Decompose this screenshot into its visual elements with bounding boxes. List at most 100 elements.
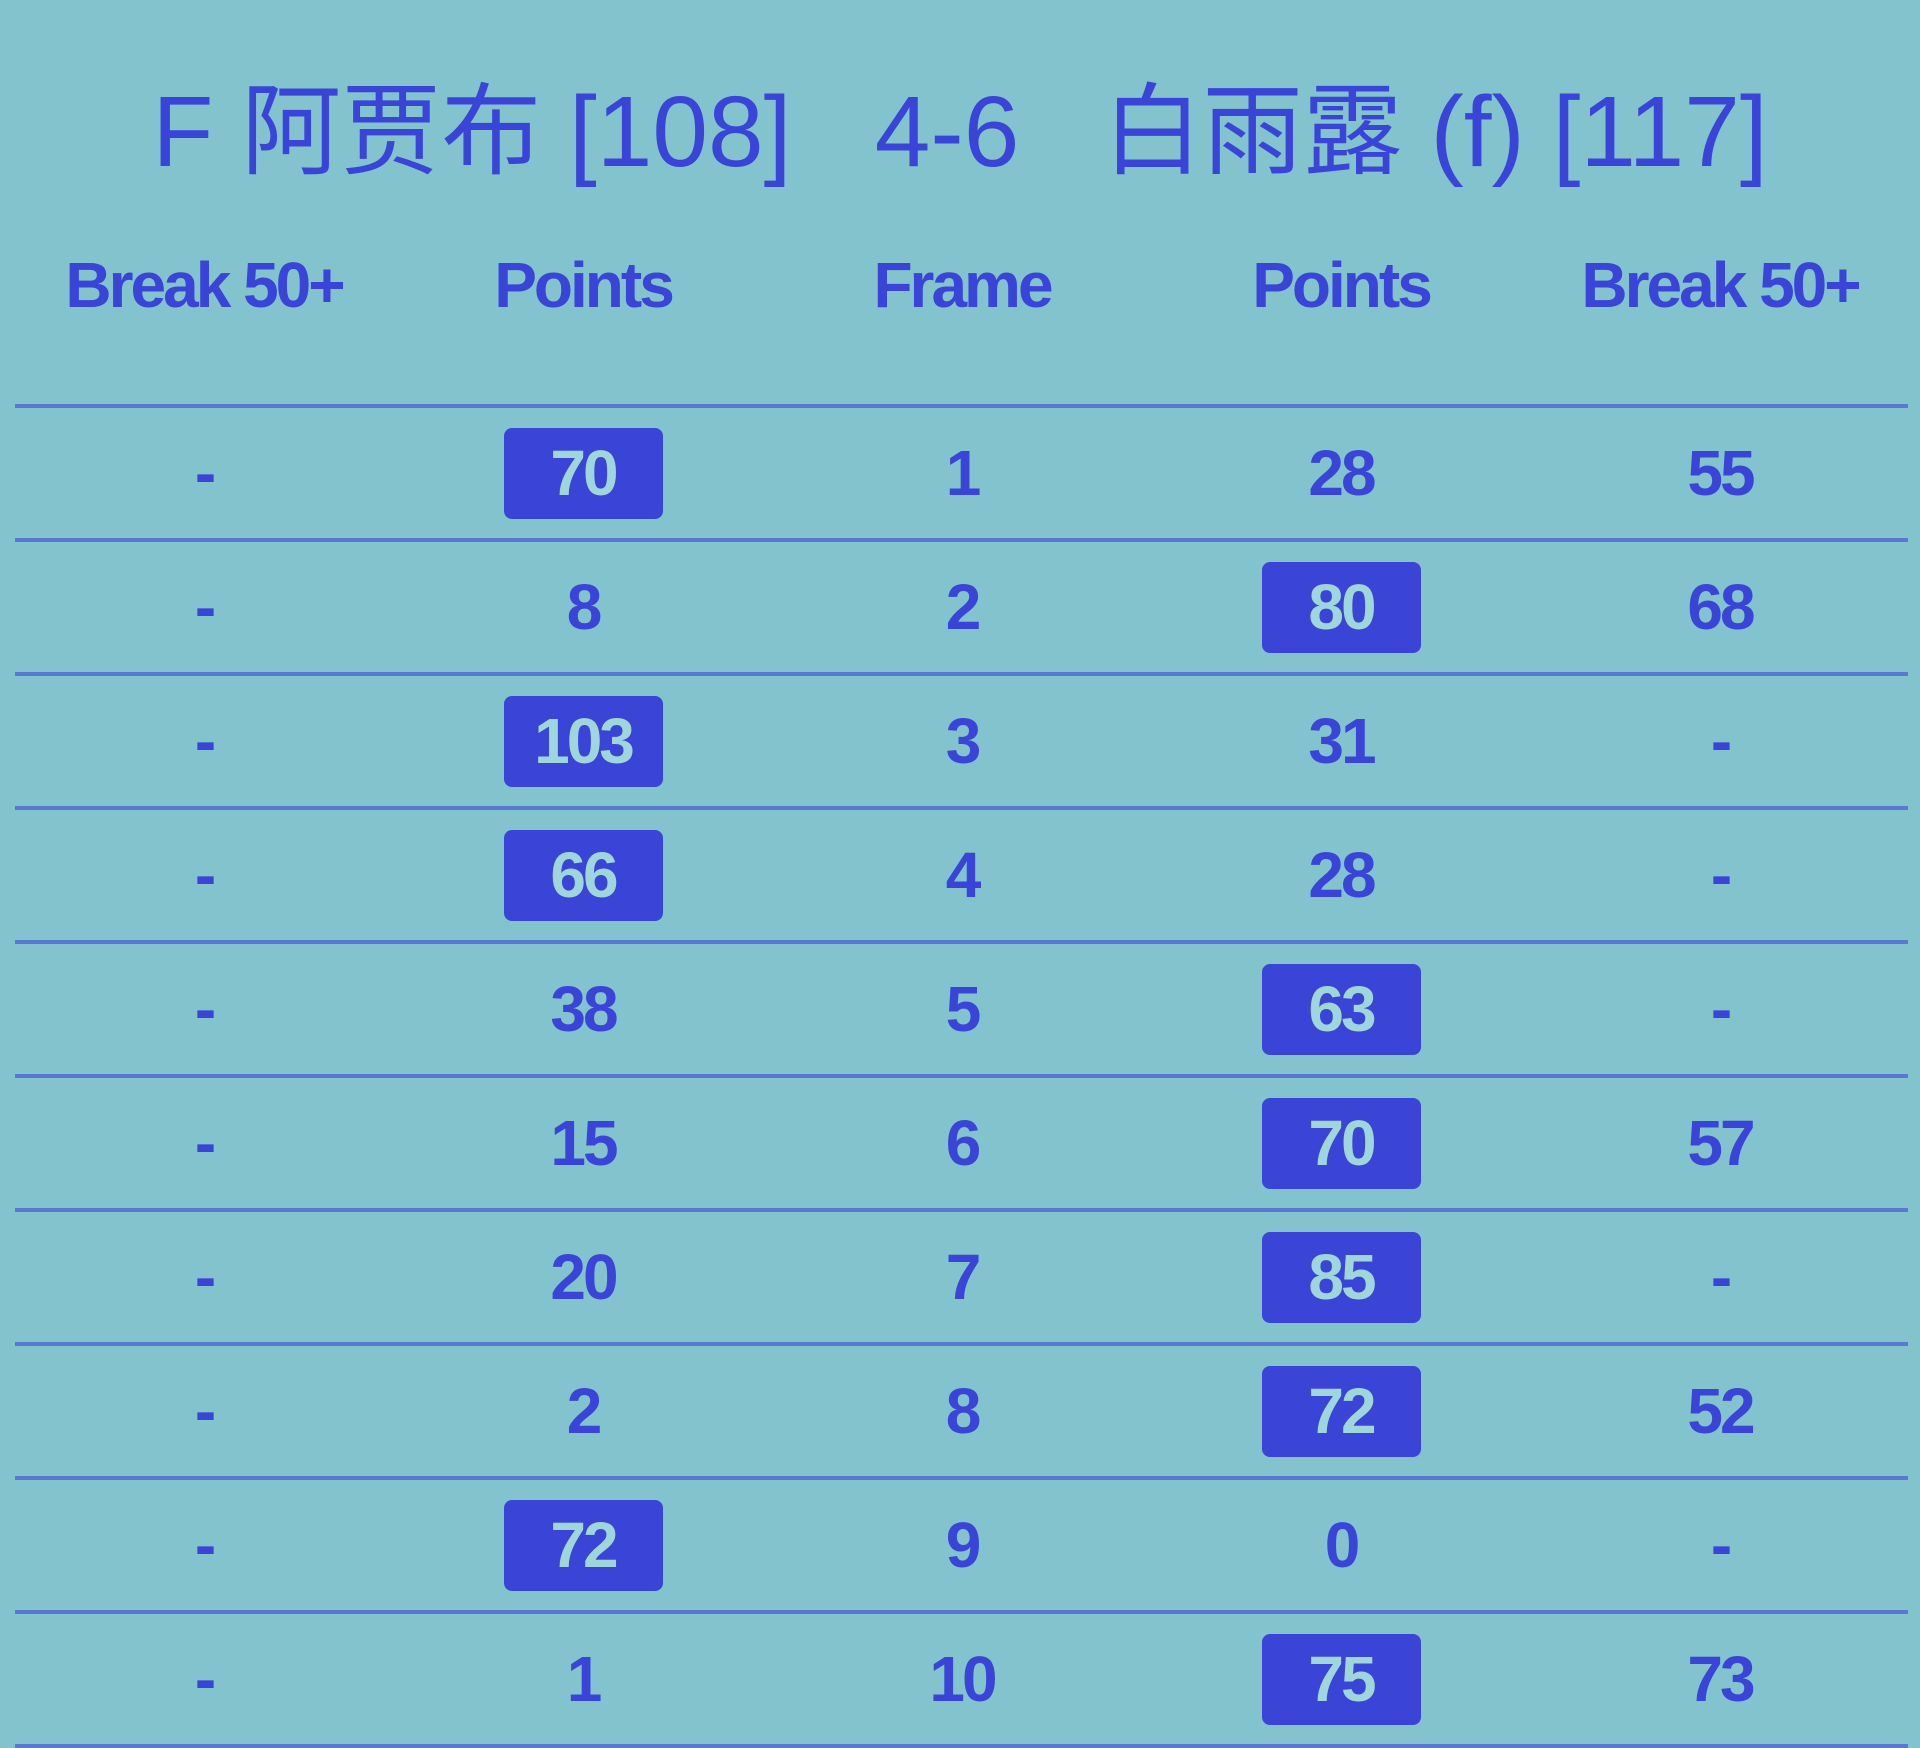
cell-frame: 4 <box>812 810 1112 940</box>
cell-value: - <box>194 571 216 643</box>
header-p1-points: Points <box>494 249 675 321</box>
cell-p1-break: - <box>54 1078 354 1208</box>
cell-p2-points: 70 <box>1191 1078 1491 1208</box>
winner-badge: 75 <box>1261 1633 1421 1725</box>
header-p1-break: Break 50+ <box>65 249 345 321</box>
cell-p2-points: 0 <box>1191 1480 1491 1610</box>
cell-p1-break: - <box>54 542 354 672</box>
cell-value: - <box>1710 1509 1732 1581</box>
cell-p2-points: 63 <box>1191 944 1491 1074</box>
cell-value: 57 <box>1687 1107 1755 1179</box>
table-header: Break 50+ Points Frame Points Break 50+ <box>15 240 1908 330</box>
cell-value: 3 <box>945 705 982 777</box>
winner-badge: 63 <box>1261 963 1421 1055</box>
cell-value: 8 <box>566 571 603 643</box>
cell-p1-points: 2 <box>433 1346 733 1476</box>
winner-badge: 103 <box>503 695 663 787</box>
table-row: - 8 2 80 68 <box>15 538 1908 672</box>
cell-frame: 1 <box>812 408 1112 538</box>
table-row: - 15 6 70 57 <box>15 1074 1908 1208</box>
table-row: - 2 8 72 52 <box>15 1342 1908 1476</box>
winner-badge: 70 <box>503 427 663 519</box>
cell-value: 38 <box>550 973 618 1045</box>
cell-frame: 6 <box>812 1078 1112 1208</box>
table-row: - 20 7 85 - <box>15 1208 1908 1342</box>
cell-frame: 8 <box>812 1346 1112 1476</box>
table-row: - 70 1 28 55 <box>15 404 1908 538</box>
cell-frame: 7 <box>812 1212 1112 1342</box>
cell-value: 2 <box>566 1375 603 1447</box>
cell-value: 6 <box>945 1107 982 1179</box>
cell-value: - <box>194 1241 216 1313</box>
cell-value: - <box>1710 1241 1732 1313</box>
cell-p1-break: - <box>54 944 354 1074</box>
header-frame: Frame <box>873 249 1053 321</box>
table-row: - 72 9 0 - <box>15 1476 1908 1610</box>
cell-value: - <box>1710 839 1732 911</box>
cell-p2-points: 31 <box>1191 676 1491 806</box>
cell-value: 5 <box>945 973 982 1045</box>
cell-value: - <box>194 1107 216 1179</box>
cell-p1-points: 15 <box>433 1078 733 1208</box>
cell-p2-break: - <box>1570 810 1870 940</box>
cell-value: 28 <box>1308 437 1376 509</box>
cell-value: - <box>194 973 216 1045</box>
cell-value: 9 <box>945 1509 982 1581</box>
cell-value: 15 <box>550 1107 618 1179</box>
winner-badge: 72 <box>503 1499 663 1591</box>
cell-frame: 2 <box>812 542 1112 672</box>
cell-p2-points: 72 <box>1191 1346 1491 1476</box>
cell-frame: 5 <box>812 944 1112 1074</box>
cell-p1-break: - <box>54 1212 354 1342</box>
table-row: - 66 4 28 - <box>15 806 1908 940</box>
cell-value: 4 <box>945 839 982 911</box>
cell-value: 8 <box>945 1375 982 1447</box>
cell-frame: 3 <box>812 676 1112 806</box>
cell-p1-break: - <box>54 1346 354 1476</box>
cell-value: 52 <box>1687 1375 1755 1447</box>
match-title: F 阿贾布 [108] 4-6 白雨露 (f) [117] <box>152 76 1768 188</box>
cell-p2-break: - <box>1570 944 1870 1074</box>
cell-p2-break: 73 <box>1570 1614 1870 1744</box>
cell-frame: 9 <box>812 1480 1112 1610</box>
cell-value: - <box>194 1375 216 1447</box>
cell-p2-break: - <box>1570 676 1870 806</box>
cell-value: 0 <box>1324 1509 1361 1581</box>
cell-p1-points: 20 <box>433 1212 733 1342</box>
cell-value: 1 <box>566 1643 603 1715</box>
cell-p1-points: 38 <box>433 944 733 1074</box>
cell-value: 2 <box>945 571 982 643</box>
winner-badge: 72 <box>1261 1365 1421 1457</box>
cell-p2-break: 55 <box>1570 408 1870 538</box>
cell-p2-points: 28 <box>1191 810 1491 940</box>
table-row: - 103 3 31 - <box>15 672 1908 806</box>
cell-value: - <box>194 1509 216 1581</box>
cell-p1-points: 1 <box>433 1614 733 1744</box>
table-row: - 38 5 63 - <box>15 940 1908 1074</box>
cell-p1-break: - <box>54 1480 354 1610</box>
cell-value: 68 <box>1687 571 1755 643</box>
winner-badge: 70 <box>1261 1097 1421 1189</box>
cell-value: - <box>1710 973 1732 1045</box>
cell-p1-points: 8 <box>433 542 733 672</box>
cell-p2-break: - <box>1570 1212 1870 1342</box>
cell-p2-points: 28 <box>1191 408 1491 538</box>
cell-p1-points: 72 <box>433 1480 733 1610</box>
cell-p1-points: 70 <box>433 408 733 538</box>
frames-table: -70 1 28 55-8 2 80 68-103 3 31- -66 4 28- -38 5 63- -15… <box>15 404 1908 1748</box>
cell-value: 20 <box>550 1241 618 1313</box>
cell-value: 1 <box>945 437 982 509</box>
cell-value: 28 <box>1308 839 1376 911</box>
cell-value: 10 <box>929 1643 997 1715</box>
cell-value: 7 <box>945 1241 982 1313</box>
cell-p2-points: 75 <box>1191 1614 1491 1744</box>
winner-badge: 80 <box>1261 561 1421 653</box>
cell-p1-break: - <box>54 676 354 806</box>
cell-frame: 10 <box>812 1614 1112 1744</box>
winner-badge: 66 <box>503 829 663 921</box>
cell-p2-points: 80 <box>1191 542 1491 672</box>
cell-value: - <box>194 437 216 509</box>
cell-value: - <box>194 839 216 911</box>
cell-value: - <box>194 705 216 777</box>
cell-value: - <box>194 1643 216 1715</box>
